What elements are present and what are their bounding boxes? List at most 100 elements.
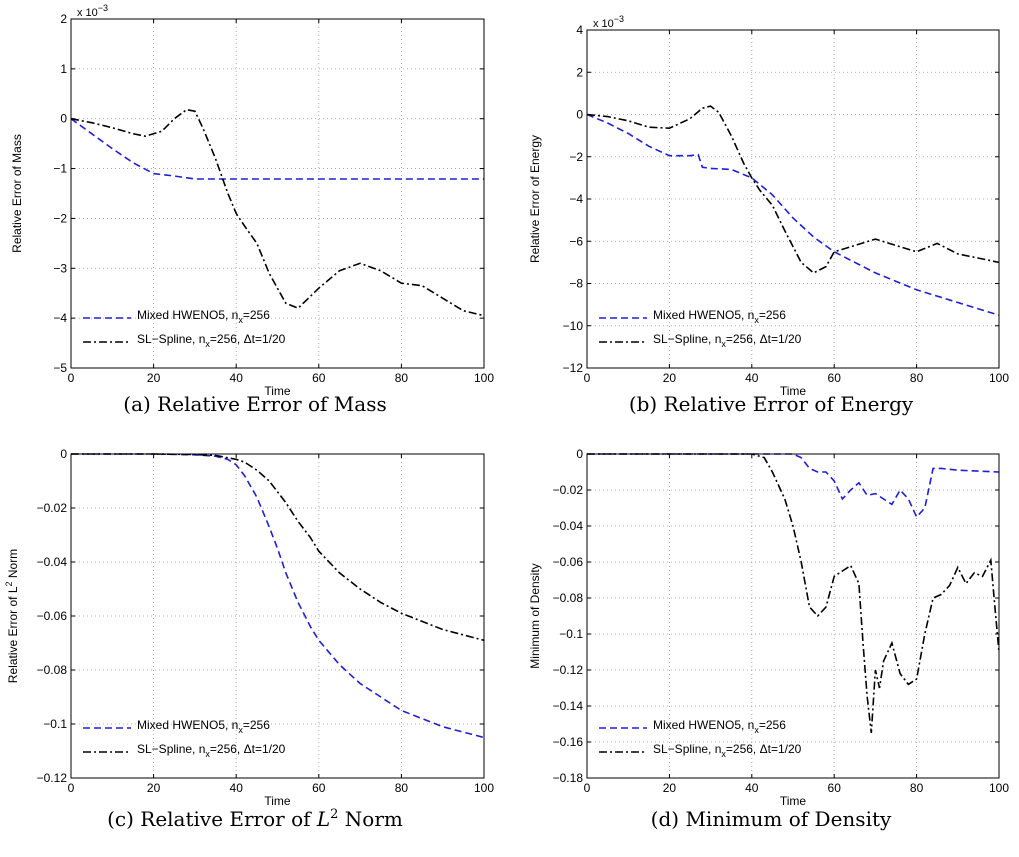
axes-frame	[586, 453, 1000, 779]
caption-text: (d) Minimum of Density	[651, 807, 892, 831]
y-tick-label: −0.04	[553, 519, 584, 533]
y-axis-label-post: Norm	[6, 549, 20, 582]
x-tick-label: 100	[474, 781, 494, 795]
legend-label-main: SL−Spline, n	[137, 332, 205, 346]
y-tick-label: 1	[60, 62, 67, 76]
y-tick-label: −0.16	[553, 735, 584, 749]
y-tick-label: 0	[576, 447, 583, 461]
x-tick-label: 0	[584, 371, 591, 385]
legend-label: SL−Spline, nx=256, Δt=1/20	[137, 332, 286, 349]
legend-label-main: Mixed HWENO5, n	[653, 718, 754, 732]
y-tick-label: −0.06	[37, 609, 68, 623]
legend-label: Mixed HWENO5, nx=256	[653, 308, 786, 325]
legend-label-sub: x	[754, 725, 759, 735]
y-tick-label: −0.06	[553, 555, 584, 569]
legend-label-post: =256, Δt=1/20	[726, 332, 802, 346]
panel-caption: (d) Minimum of Density	[651, 807, 892, 831]
caption-suffix: Norm	[338, 807, 402, 831]
x-tick-label: 100	[989, 371, 1009, 385]
y-axis-label: Relative Error of Energy	[528, 135, 542, 263]
y-axis-label: Minimum of Density	[528, 563, 542, 668]
series-line-sl-spline	[71, 453, 485, 642]
axis-multiplier: x 10−3	[593, 14, 624, 30]
plot-area	[71, 454, 484, 778]
series-line-hweno5	[70, 118, 484, 180]
x-tick-label: 60	[828, 371, 842, 385]
plot-area	[71, 19, 484, 368]
x-tick-label: 0	[68, 781, 75, 795]
axis-multiplier-exponent: −3	[98, 3, 108, 13]
plot-area	[587, 454, 999, 778]
legend-label-sub: x	[238, 725, 243, 735]
caption-text: (b) Relative Error of Energy	[629, 392, 914, 416]
y-tick-label: −4	[569, 192, 583, 206]
panel-c-l2-norm-error: 0 20 40 60 80 100−0.12−0.1−0.08−0.06−0.04−0.0…	[4, 447, 494, 831]
series-line-sl-spline	[70, 108, 485, 317]
x-tick-label: 20	[663, 371, 677, 385]
y-tick-label: 0	[576, 108, 583, 122]
y-tick-label: −4	[53, 311, 67, 325]
y-tick-label: −0.14	[553, 699, 584, 713]
x-tick-label: 60	[312, 781, 326, 795]
legend-label-post: =256	[759, 718, 786, 732]
y-tick-label: −6	[569, 234, 583, 248]
panel-caption: (a) Relative Error of Mass	[123, 392, 386, 416]
legend-label-main: SL−Spline, n	[653, 332, 721, 346]
x-tick-label: 0	[68, 371, 75, 385]
caption-text: (c) Relative Error of	[107, 807, 317, 831]
series-line-hweno5	[71, 453, 485, 739]
legend-label-sub: x	[205, 749, 210, 759]
panel-a-mass-error: 0 20 40 60 80 100 −5 −4 −3 −2 −1 0 1 2 x 10−3 Time Relat…	[10, 3, 494, 416]
y-tick-label: −0.1	[559, 627, 583, 641]
caption-text: (a) Relative Error of Mass	[123, 392, 386, 416]
y-tick-label: −2	[53, 211, 67, 225]
x-tick-label: 60	[828, 781, 842, 795]
y-axis-label: Relative Error of Mass	[10, 134, 24, 253]
x-tick-label: 0	[584, 781, 591, 795]
legend-label: SL−Spline, nx=256, Δt=1/20	[653, 332, 802, 349]
axes-frame	[70, 18, 485, 369]
y-tick-label: −0.02	[553, 483, 584, 497]
x-tick-label: 20	[147, 781, 161, 795]
x-tick-label: 80	[395, 781, 409, 795]
y-tick-label: −5	[53, 361, 67, 375]
x-tick-label: 100	[474, 371, 494, 385]
y-tick-label: 4	[576, 23, 583, 37]
x-tick-label: 40	[230, 781, 244, 795]
legend-label-sub: x	[205, 339, 210, 349]
panel-caption: (c) Relative Error of L2 Norm	[107, 807, 403, 831]
y-tick-label: −0.08	[553, 591, 584, 605]
legend-label-sub: x	[721, 749, 726, 759]
y-tick-label: −3	[53, 261, 67, 275]
caption-sup: 2	[330, 807, 338, 822]
y-tick-label: −8	[569, 277, 583, 291]
y-tick-label: −0.04	[37, 555, 68, 569]
y-tick-label: −0.08	[37, 663, 68, 677]
panel-d-minimum-density: 0 20 40 60 80 100 −0.18 −0.16 −0.14 −0.12 −0.1 −0.0…	[528, 447, 1009, 831]
legend-label-main: Mixed HWENO5, n	[653, 308, 754, 322]
y-axis-label-text: Relative Error of L	[6, 586, 20, 683]
y-tick-label: 0	[60, 112, 67, 126]
legend-label-post: =256	[243, 308, 270, 322]
legend-label-post: =256, Δt=1/20	[210, 332, 286, 346]
legend-label: Mixed HWENO5, nx=256	[137, 308, 270, 325]
legend-label: SL−Spline, nx=256, Δt=1/20	[137, 742, 286, 759]
y-tick-label: −12	[563, 361, 584, 375]
legend-label-main: Mixed HWENO5, n	[137, 718, 238, 732]
panel-b-energy-error: 0 20 40 60 80 100 −12 −10 −8 −6 −4 −2 0 2 4 x 10−3 Time R…	[528, 14, 1009, 416]
plot-area	[587, 30, 999, 368]
legend-label: SL−Spline, nx=256, Δt=1/20	[653, 742, 802, 759]
y-tick-label: 2	[576, 65, 583, 79]
legend-label-sub: x	[721, 339, 726, 349]
x-axis-label: Time	[264, 794, 291, 808]
x-tick-label: 80	[910, 781, 924, 795]
y-tick-label: −0.12	[553, 663, 584, 677]
y-tick-label: −0.02	[37, 501, 68, 515]
panel-caption: (b) Relative Error of Energy	[629, 392, 914, 416]
y-tick-label: 0	[60, 447, 67, 461]
x-axis-label: Time	[780, 384, 807, 398]
series-line-sl-spline	[586, 105, 1000, 274]
series-line-hweno5	[587, 453, 1000, 519]
x-tick-label: 80	[395, 371, 409, 385]
